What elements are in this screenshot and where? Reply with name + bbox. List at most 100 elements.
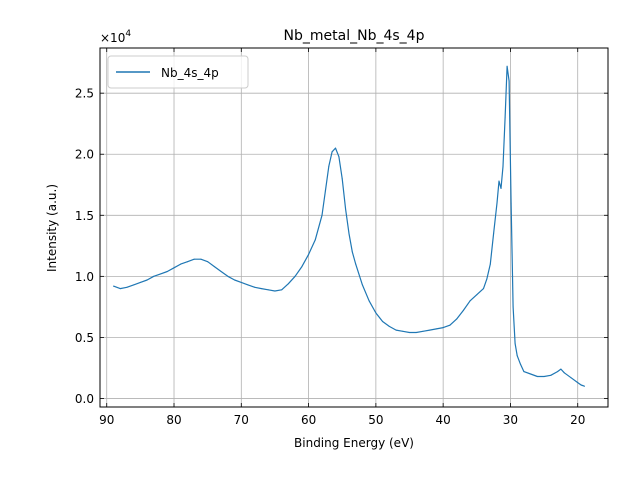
data-point (341, 178, 343, 180)
data-point (160, 273, 162, 275)
data-point (355, 263, 357, 265)
data-point (187, 261, 188, 263)
data-point (550, 374, 552, 376)
data-point (207, 261, 209, 263)
series-line (113, 65, 585, 387)
data-point (516, 355, 518, 357)
data-point (557, 371, 558, 373)
data-point (308, 253, 310, 255)
data-point (173, 267, 175, 269)
data-point (267, 289, 269, 291)
legend-box (107, 55, 249, 89)
data-point (543, 376, 545, 377)
data-point (476, 294, 478, 296)
data-point (287, 283, 289, 285)
data-point (254, 286, 256, 288)
x-tick-label: 90 (99, 413, 114, 427)
data-point (506, 65, 508, 67)
data-point (368, 300, 370, 302)
x-tick-label: 70 (234, 413, 249, 427)
data-point (500, 187, 502, 189)
data-point (563, 372, 565, 374)
y-offset-exponent: 4 (125, 29, 131, 39)
legend-label: Nb_4s_4p (161, 66, 219, 80)
y-axis-label: Intensity (a.u.) (45, 184, 59, 272)
x-tick-label: 30 (503, 413, 518, 427)
data-point (584, 385, 585, 387)
data-point (126, 286, 128, 288)
data-point (274, 290, 276, 292)
x-tick-label: 60 (301, 413, 316, 427)
data-point (351, 251, 353, 253)
data-point (153, 275, 155, 277)
legend: Nb_4s_4p (107, 55, 249, 89)
data-point (301, 266, 303, 268)
data-point (409, 332, 410, 333)
data-point (227, 275, 229, 277)
data-point (375, 312, 377, 314)
data-point (512, 306, 514, 308)
data-point (504, 117, 506, 119)
x-axis: 90 80 70 60 50 40 30 20 (99, 48, 585, 427)
data-point (321, 214, 323, 216)
data-point (119, 288, 121, 290)
chart-title: Nb_metal_Nb_4s_4p (284, 28, 425, 44)
data-point (493, 233, 495, 235)
data-point (328, 165, 330, 167)
data-point (240, 281, 242, 283)
data-point (261, 288, 262, 290)
data-point (560, 368, 562, 370)
data-point (402, 330, 404, 332)
data-point (213, 266, 215, 268)
data-point (180, 263, 182, 265)
data-point (220, 271, 222, 272)
data-point (314, 239, 316, 241)
data-point (442, 327, 444, 329)
data-point (166, 271, 168, 272)
x-axis-label: Binding Energy (eV) (294, 436, 414, 450)
data-point (234, 279, 236, 281)
data-point (462, 310, 464, 311)
x-tick-label: 20 (570, 413, 585, 427)
x-tick-label: 80 (166, 413, 181, 427)
data-point (486, 278, 488, 280)
data-point (536, 376, 538, 377)
y-offset-label: ×104 (100, 29, 131, 45)
data-point (429, 329, 431, 331)
y-tick-label: 2.5 (75, 87, 94, 101)
data-point (456, 318, 458, 320)
y-axis: 0.0 0.5 1.0 1.5 2.0 2.5 (75, 87, 608, 406)
data-point (496, 202, 498, 204)
data-point (193, 258, 195, 260)
data-point (331, 151, 333, 153)
data-point (422, 330, 424, 332)
data-point (361, 284, 363, 286)
data-point (483, 288, 484, 290)
data-point (139, 281, 141, 283)
data-point (530, 373, 532, 375)
data-point (281, 289, 283, 291)
data-point (469, 300, 471, 302)
x-tick-label: 40 (436, 413, 451, 427)
data-point (348, 233, 350, 235)
data-point (146, 279, 148, 281)
y-tick-label: 0.0 (75, 392, 94, 406)
data-point (338, 156, 340, 158)
data-point (449, 324, 451, 326)
data-point (508, 80, 510, 82)
series-layer (113, 65, 585, 387)
data-point (415, 332, 417, 333)
data-point (395, 329, 397, 331)
plot-frame (99, 47, 609, 408)
data-point (514, 343, 516, 344)
data-point (523, 371, 525, 373)
data-point (382, 321, 384, 322)
data-point (324, 190, 326, 192)
x-tick-label: 50 (368, 413, 383, 427)
data-point (345, 208, 347, 210)
data-point (520, 363, 521, 365)
y-tick-label: 1.0 (75, 270, 94, 284)
y-tick-label: 0.5 (75, 331, 94, 345)
data-point (335, 147, 336, 149)
